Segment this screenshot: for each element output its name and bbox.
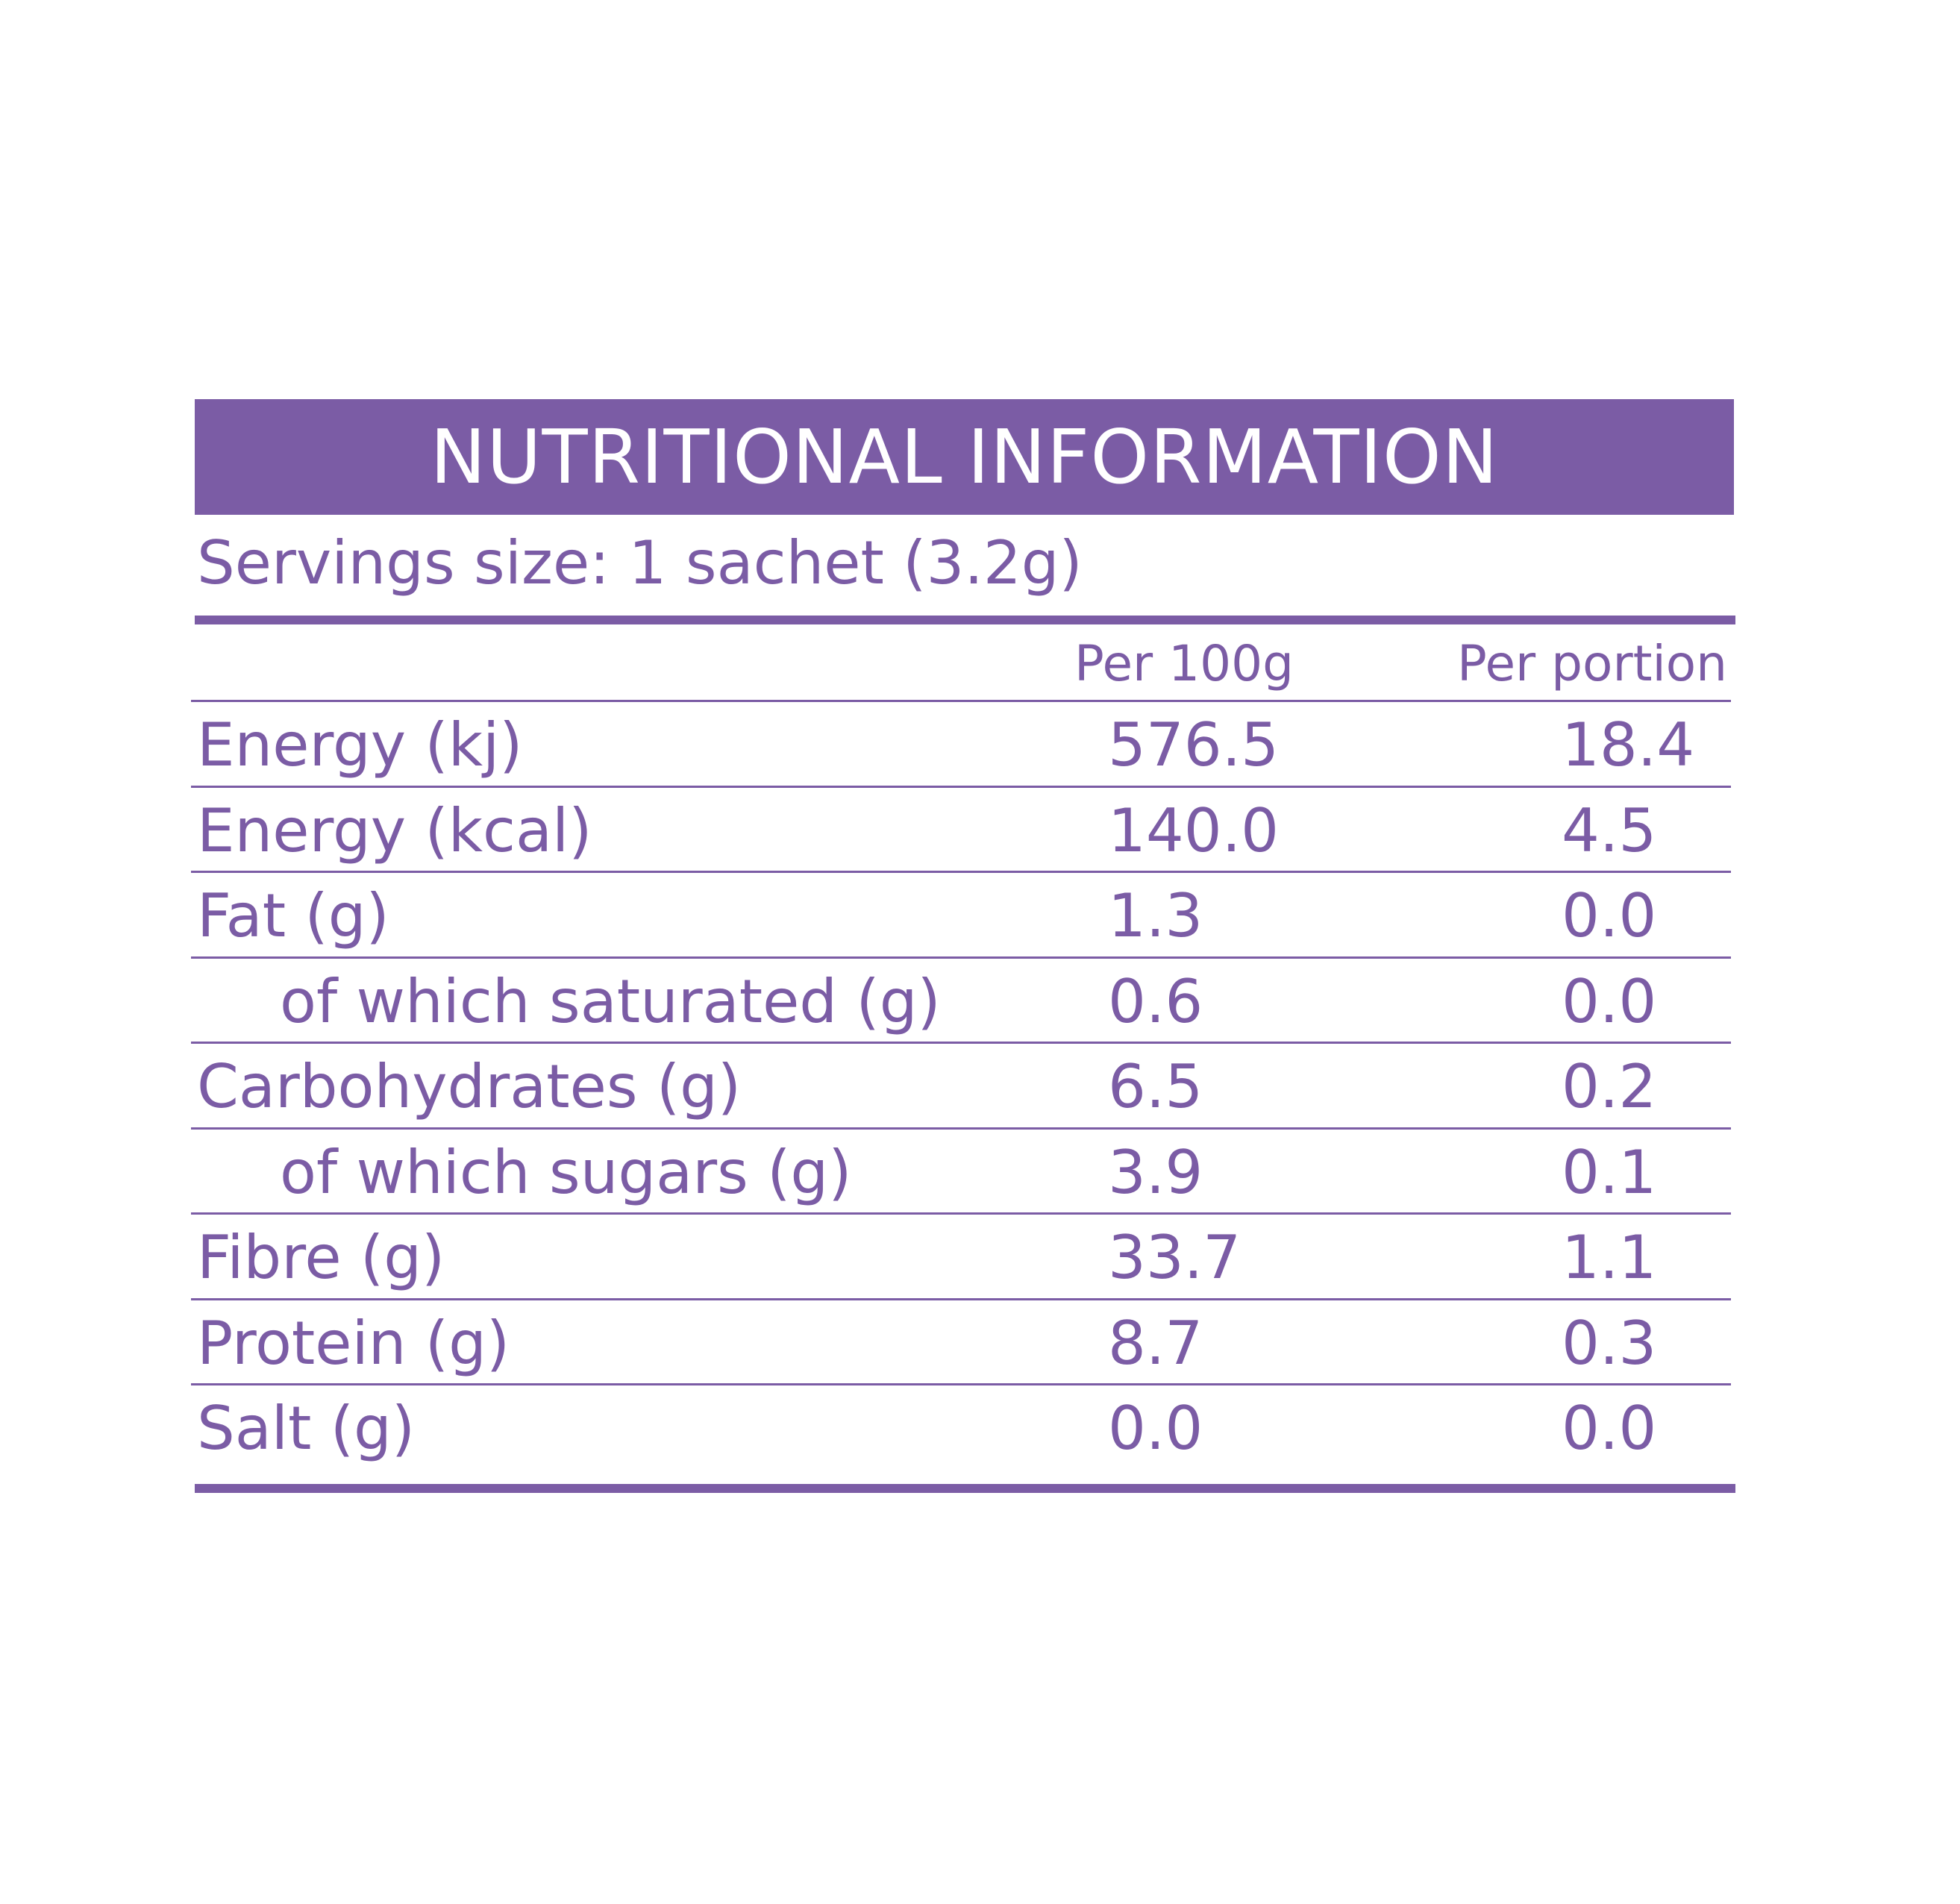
value-per-portion: 1.1 (1562, 1223, 1657, 1292)
nutrition-table: Energy (kj) 576.5 18.4 Energy (kcal) 140.0 4… (191, 700, 1731, 1469)
table-row: Fat (g) 1.3 0.0 (191, 871, 1731, 956)
row-label: Carbohydrates (g) (197, 1052, 742, 1121)
value-per-100g: 0.6 (1108, 966, 1203, 1036)
value-per-100g: 33.7 (1108, 1223, 1242, 1292)
table-row: Energy (kcal) 140.0 4.5 (191, 785, 1731, 871)
page-title: NUTRITIONAL INFORMATION (430, 413, 1499, 501)
row-label: of which saturated (g) (280, 966, 941, 1036)
column-header-per-portion: Per portion (1457, 635, 1728, 692)
top-divider (195, 616, 1735, 624)
value-per-portion: 0.0 (1562, 966, 1657, 1036)
value-per-100g: 576.5 (1108, 710, 1280, 780)
value-per-portion: 0.2 (1562, 1052, 1657, 1121)
value-per-portion: 4.5 (1562, 795, 1657, 865)
table-row: Salt (g) 0.0 0.0 (191, 1383, 1731, 1469)
table-row: Protein (g) 8.7 0.3 (191, 1297, 1731, 1384)
serving-size: Servings size: 1 sachet (3.2g) (197, 528, 1083, 598)
row-label: Protein (g) (197, 1308, 510, 1378)
value-per-100g: 140.0 (1108, 795, 1280, 865)
table-row: of which saturated (g) 0.6 0.0 (191, 956, 1731, 1042)
table-row: Fibre (g) 33.7 1.1 (191, 1212, 1731, 1298)
value-per-100g: 1.3 (1108, 881, 1203, 951)
table-row: Carbohydrates (g) 6.5 0.2 (191, 1042, 1731, 1127)
value-per-100g: 6.5 (1108, 1052, 1203, 1121)
value-per-portion: 0.1 (1562, 1137, 1657, 1207)
value-per-portion: 18.4 (1562, 710, 1695, 780)
value-per-portion: 0.3 (1562, 1308, 1657, 1378)
value-per-100g: 0.0 (1108, 1394, 1203, 1463)
title-banner: NUTRITIONAL INFORMATION (195, 399, 1734, 515)
row-label: Fat (g) (197, 881, 389, 951)
value-per-100g: 3.9 (1108, 1137, 1203, 1207)
row-label: of which sugars (g) (280, 1137, 852, 1207)
row-label: Salt (g) (197, 1394, 416, 1463)
value-per-portion: 0.0 (1562, 881, 1657, 951)
value-per-portion: 0.0 (1562, 1394, 1657, 1463)
column-header-per-100g: Per 100g (1074, 635, 1294, 692)
row-label: Energy (kj) (197, 710, 523, 780)
table-row: of which sugars (g) 3.9 0.1 (191, 1127, 1731, 1213)
row-label: Fibre (g) (197, 1223, 445, 1292)
value-per-100g: 8.7 (1108, 1308, 1203, 1378)
row-label: Energy (kcal) (197, 795, 592, 865)
table-row: Energy (kj) 576.5 18.4 (191, 700, 1731, 786)
bottom-divider (195, 1484, 1735, 1493)
